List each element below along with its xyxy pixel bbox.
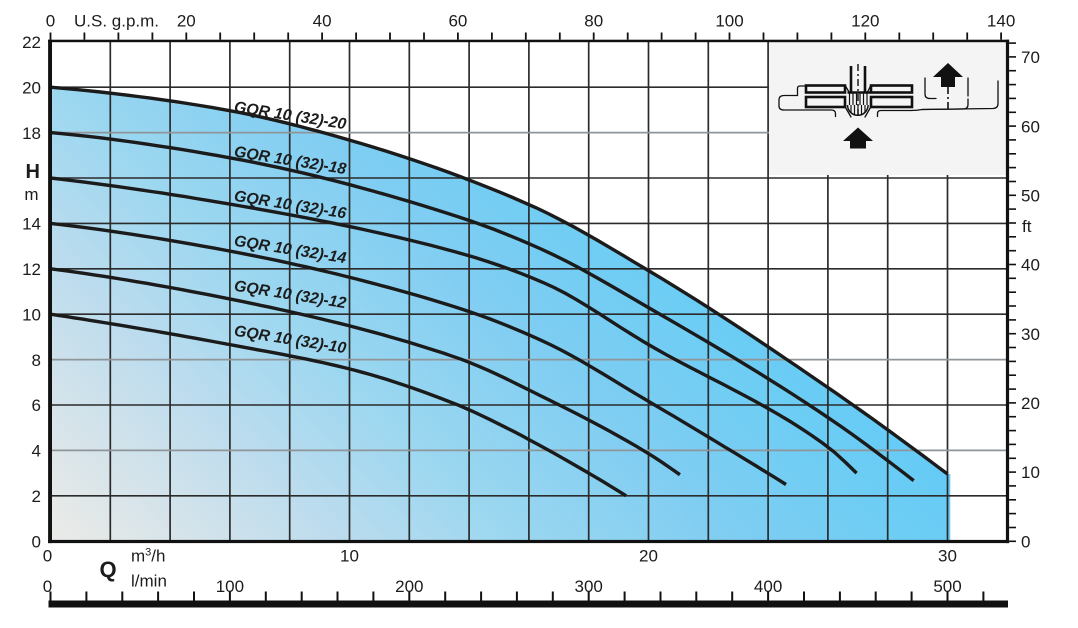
svg-text:140: 140 [987,12,1015,31]
svg-text:100: 100 [715,12,743,31]
svg-text:200: 200 [395,577,423,596]
svg-text:22: 22 [22,33,41,52]
svg-text:30: 30 [1021,325,1040,344]
svg-text:300: 300 [575,577,603,596]
svg-text:12: 12 [22,260,41,279]
svg-text:20: 20 [22,78,41,97]
svg-text:m: m [24,185,38,204]
svg-text:10: 10 [340,546,359,565]
svg-text:100: 100 [216,577,244,596]
svg-text:60: 60 [1021,117,1040,136]
svg-text:10: 10 [22,305,41,324]
svg-text:8: 8 [32,351,41,370]
svg-text:70: 70 [1021,48,1040,67]
svg-text:40: 40 [313,12,332,31]
svg-text:60: 60 [448,12,467,31]
svg-text:0: 0 [32,532,41,551]
svg-text:18: 18 [22,124,41,143]
svg-text:m3/h: m3/h [131,546,165,565]
svg-text:l/min: l/min [131,572,167,591]
svg-text:H: H [26,161,40,183]
svg-text:ft: ft [1022,217,1032,236]
svg-text:U.S. g.p.m.: U.S. g.p.m. [74,12,159,31]
svg-text:20: 20 [177,12,196,31]
svg-text:0: 0 [43,546,52,565]
svg-text:14: 14 [22,215,41,234]
svg-text:2: 2 [32,487,41,506]
svg-text:500: 500 [933,577,961,596]
svg-text:40: 40 [1021,256,1040,275]
svg-text:80: 80 [584,12,603,31]
svg-text:400: 400 [754,577,782,596]
svg-text:0: 0 [43,577,52,596]
svg-text:30: 30 [938,546,957,565]
svg-text:20: 20 [639,546,658,565]
svg-text:20: 20 [1021,394,1040,413]
svg-text:0: 0 [1021,532,1030,551]
svg-text:6: 6 [32,396,41,415]
svg-text:120: 120 [851,12,879,31]
svg-text:10: 10 [1021,463,1040,482]
svg-text:4: 4 [32,442,41,461]
svg-text:50: 50 [1021,187,1040,206]
svg-text:Q: Q [100,557,117,582]
svg-text:0: 0 [46,12,55,31]
